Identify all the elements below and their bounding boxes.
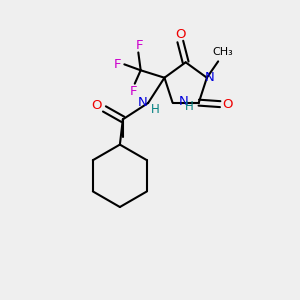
Text: F: F <box>136 39 143 52</box>
Text: O: O <box>222 98 233 111</box>
Text: H: H <box>185 100 194 113</box>
Text: O: O <box>92 99 102 112</box>
Text: N: N <box>138 97 148 110</box>
Text: H: H <box>151 103 160 116</box>
Text: F: F <box>114 58 122 71</box>
Text: F: F <box>130 85 137 98</box>
Text: N: N <box>204 71 214 84</box>
Text: N: N <box>178 95 188 108</box>
Text: CH₃: CH₃ <box>212 47 233 58</box>
Text: O: O <box>175 28 186 40</box>
